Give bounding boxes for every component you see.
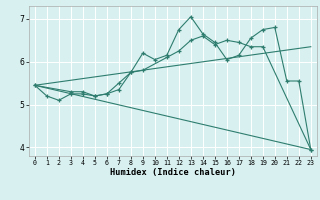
X-axis label: Humidex (Indice chaleur): Humidex (Indice chaleur)	[110, 168, 236, 177]
